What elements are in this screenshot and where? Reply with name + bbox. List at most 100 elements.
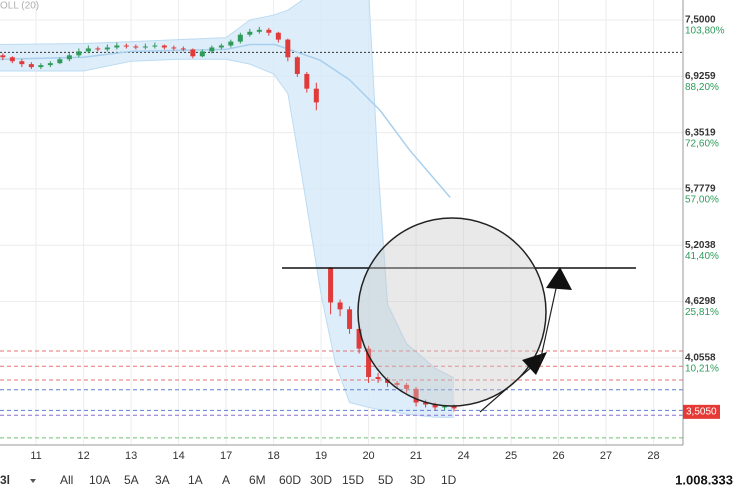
band-lower [0,58,455,418]
candle-body [76,51,82,56]
y-percent-label: 10,21% [685,363,719,374]
candle-body [85,48,91,52]
candle-body [38,65,44,68]
candle-body [28,64,34,68]
y-tick-label: 5,7779 [685,184,716,195]
x-tick-label: 27 [600,450,612,462]
candle-body [356,328,362,349]
range-button[interactable]: 5D [378,473,394,485]
x-tick-label: 28 [647,450,659,462]
range-button[interactable]: 15D [342,473,364,485]
candle-body [152,45,158,47]
x-tick-label: 14 [172,450,184,462]
range-button[interactable]: 6M [249,473,266,485]
candle-body [218,45,224,48]
range-button[interactable]: 3D [410,473,426,485]
candle-body [413,388,419,403]
range-button[interactable]: A [222,473,230,485]
candle-body [375,377,381,379]
candle-body [304,73,310,89]
y-tick-label: 7,5000 [685,15,716,26]
candle-body [95,48,101,50]
y-percent-label: 88,20% [685,82,719,93]
x-tick-label: 24 [457,450,469,462]
menu-button[interactable]: 3l [0,473,10,485]
y-tick-label: 6,9259 [685,71,716,82]
toolbar: 3l All 10A 5A 3A 1A A 6M 60D 30D 15D 5D 3D 1D 1.008.33… [0,472,733,485]
candle-body [442,406,448,408]
candle-body [57,59,63,64]
x-tick-label: 19 [315,450,327,462]
x-tick-label: 20 [362,450,374,462]
drawn-arrow [479,363,536,413]
candle-body [313,88,319,103]
candle-body [209,47,215,52]
x-tick-label: 13 [125,450,137,462]
candle-body [432,404,438,408]
x-tick-label: 12 [77,450,89,462]
candle-body [199,51,205,57]
candle-body [275,32,281,40]
range-button[interactable]: 60D [279,473,301,485]
y-tick-label: 6,3519 [685,127,716,138]
x-tick-label: 18 [267,450,279,462]
volume-value: 1.008.333 [675,472,733,485]
y-tick-label: 4,6298 [685,296,716,307]
y-tick-label: 5,2038 [685,240,716,251]
candle-body [294,57,300,74]
candle-body [161,45,167,48]
range-button[interactable]: 30D [310,473,332,485]
candle-body [366,348,372,378]
y-tick-label: 4,0558 [685,352,716,363]
y-percent-label: 57,00% [685,195,719,206]
y-percent-label: 41,40% [685,251,719,262]
candle-body [9,57,15,62]
candle-body [47,63,53,66]
x-tick-label: 17 [220,450,232,462]
indicator-label: OLL (20) [0,1,39,12]
range-button[interactable]: 5A [124,473,139,485]
dropdown-caret[interactable] [30,479,36,483]
y-percent-label: 103,80% [685,26,725,37]
band-upper [0,0,455,379]
candle-body [114,45,120,48]
drawn-arrow [539,283,558,363]
range-button[interactable]: 3A [155,473,170,485]
candle-body [66,55,72,60]
range-button[interactable]: All [60,473,73,485]
candle-body [337,302,343,310]
candle-body [142,46,148,48]
candle-body [347,309,353,329]
candle-body [266,29,272,33]
range-button[interactable]: 1A [188,473,203,485]
plot-area [0,0,683,445]
candle-body [190,49,196,57]
x-tick-label: 25 [505,450,517,462]
candle-body [123,45,129,47]
y-percent-label: 72,60% [685,138,719,149]
candle-body [228,41,234,46]
candle-body [285,39,291,58]
last-price-box [683,404,720,419]
x-tick-label: 11 [30,450,41,462]
last-price-label: 3,5050 [686,406,717,417]
candle-body [394,382,400,385]
x-tick-label: 21 [410,450,422,462]
candle-body [451,406,457,409]
candle-body [104,47,110,50]
candle-body [247,31,253,35]
drawn-circle [357,217,547,407]
range-button[interactable]: 10A [89,473,110,485]
candle-body [256,29,262,32]
arrow-head [546,267,572,290]
candle-body [180,48,186,50]
range-button[interactable]: 1D [441,473,457,485]
y-percent-label: 25,81% [685,307,719,318]
candle-body [0,55,6,58]
candle-body [133,46,139,48]
x-tick-label: 26 [552,450,564,462]
candle-body [423,402,429,405]
